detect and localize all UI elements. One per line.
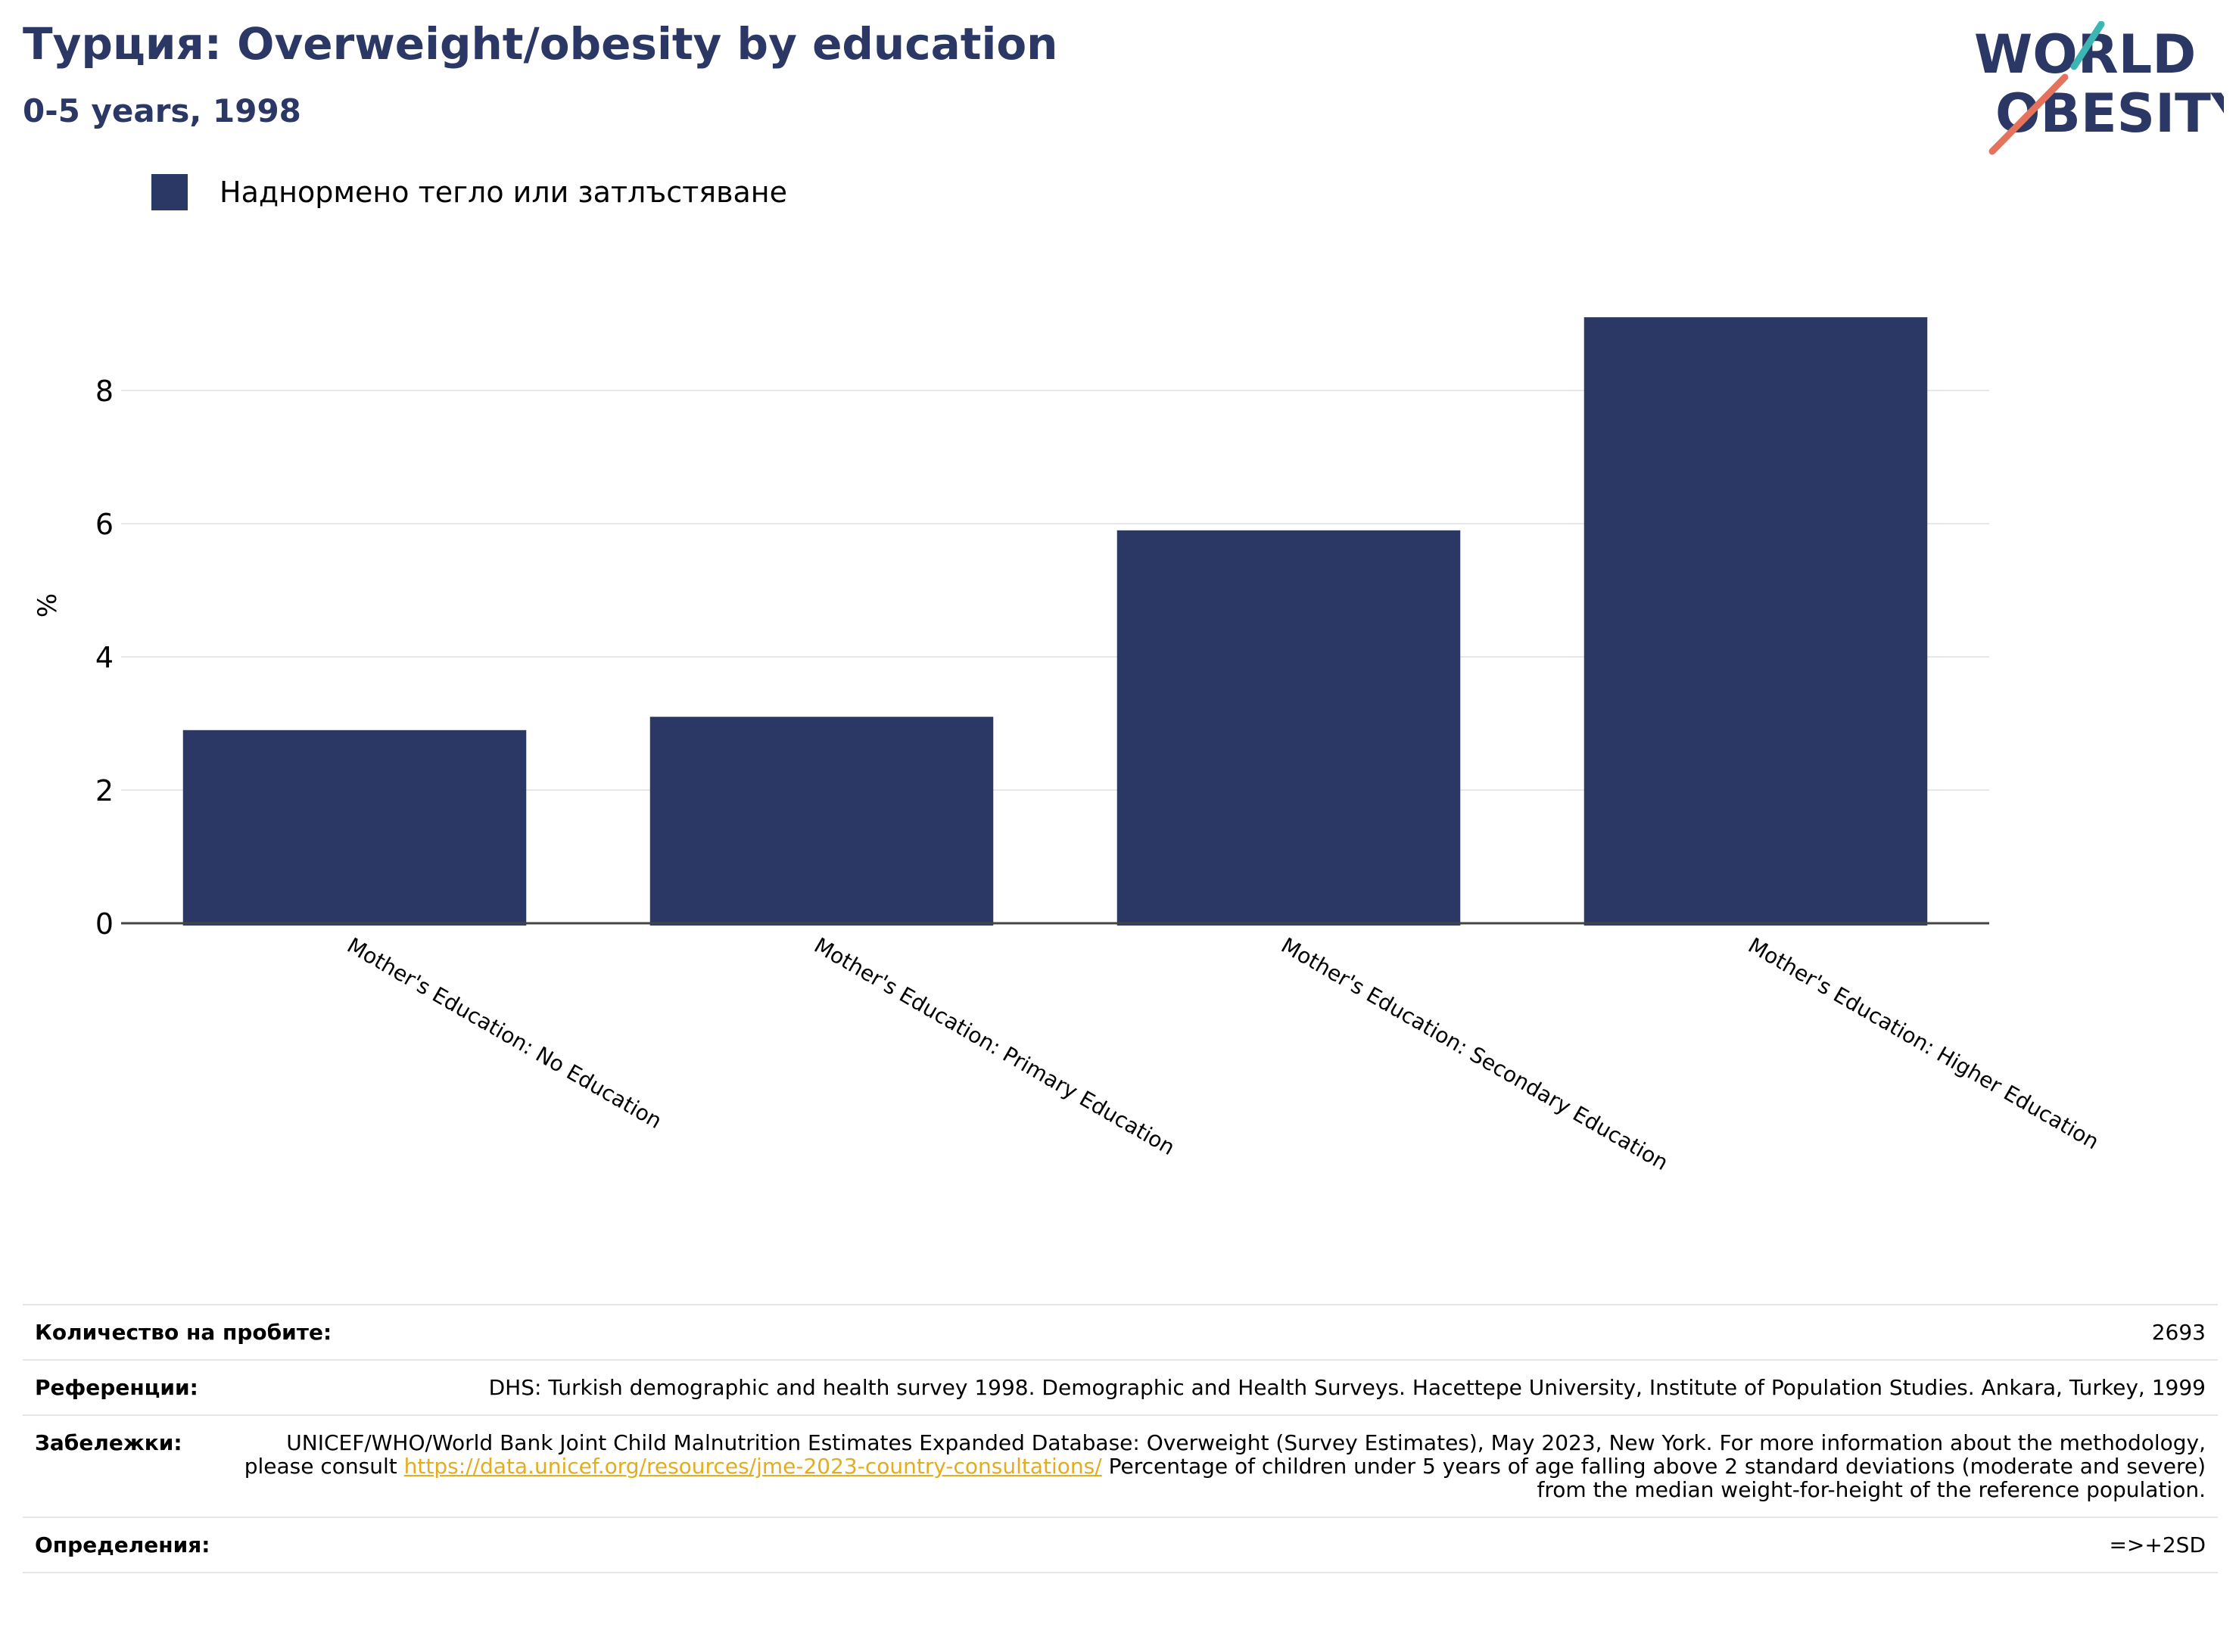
footer-row-references: Референции: DHS: Turkish demographic and… <box>23 1361 2218 1416</box>
chart-legend[interactable]: Наднормено тегло или затлъстяване <box>151 174 787 210</box>
x-tick-label: Mother's Education: Secondary Education <box>1277 932 1672 1175</box>
y-tick-label: 6 <box>95 508 114 541</box>
footer-row-sample-size: Количество на пробите: 2693 <box>23 1305 2218 1361</box>
bar <box>1116 530 1461 926</box>
notes-text-before: UNICEF/WHO/World Bank Joint Child Malnut… <box>244 1430 2206 1479</box>
notes-label: Забележки: <box>35 1430 182 1455</box>
notes-value: UNICEF/WHO/World Bank Joint Child Malnut… <box>182 1431 2206 1501</box>
legend-swatch <box>151 174 188 210</box>
footer-row-notes: Забележки: UNICEF/WHO/World Bank Joint C… <box>23 1416 2218 1518</box>
x-tick-label: Mother's Education: Higher Education <box>1744 932 2104 1154</box>
references-value: DHS: Turkish demographic and health surv… <box>488 1375 2206 1400</box>
logo-slash-coral <box>1988 73 2069 155</box>
legend-label: Наднормено тегло или затлъстяване <box>220 176 787 209</box>
bar <box>649 717 994 926</box>
bar-chart: 0 2 4 6 8% Mother's Education: No Education Mo… <box>33 317 2104 1175</box>
sample-size-value: 2693 <box>2151 1320 2206 1345</box>
y-tick-label: 8 <box>95 375 114 408</box>
y-tick-label: 0 <box>95 907 114 941</box>
notes-text-after: Percentage of children under 5 years of … <box>1101 1454 2206 1502</box>
references-label: Референции: <box>35 1375 198 1400</box>
chart-footer: Количество на пробите: 2693 Референции: … <box>23 1304 2218 1573</box>
y-tick-label: 4 <box>95 641 114 674</box>
definitions-value: =>+2SD <box>2109 1532 2206 1557</box>
bar <box>182 730 527 926</box>
bar <box>1583 317 1928 926</box>
world-obesity-logo: WORLD OBESITY <box>1974 21 2224 155</box>
x-tick-label: Mother's Education: No Education <box>343 932 666 1134</box>
x-tick-label: Mother's Education: Primary Education <box>810 932 1179 1160</box>
y-tick-label: 2 <box>95 774 114 807</box>
sample-size-label: Количество на пробите: <box>35 1320 332 1345</box>
methodology-link[interactable]: https://data.unicef.org/resources/jme-20… <box>403 1454 1102 1479</box>
definitions-label: Определения: <box>35 1532 210 1557</box>
page-subtitle: 0-5 years, 1998 <box>23 92 301 129</box>
footer-row-definitions: Определения: =>+2SD <box>23 1518 2218 1573</box>
page-title: Турция: Overweight/obesity by education <box>23 18 1058 70</box>
logo-slash-teal <box>2070 21 2105 70</box>
y-axis-label: % <box>33 593 63 618</box>
